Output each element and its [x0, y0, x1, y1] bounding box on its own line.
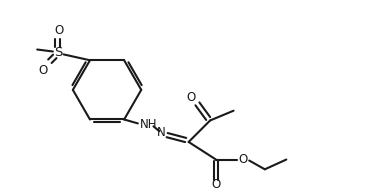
Text: N: N: [157, 126, 166, 139]
Text: S: S: [54, 46, 63, 59]
Text: O: O: [38, 64, 48, 77]
Text: O: O: [239, 153, 248, 166]
Text: O: O: [186, 90, 195, 103]
Text: NH: NH: [140, 118, 157, 131]
Text: O: O: [54, 24, 63, 37]
Text: O: O: [211, 178, 221, 191]
